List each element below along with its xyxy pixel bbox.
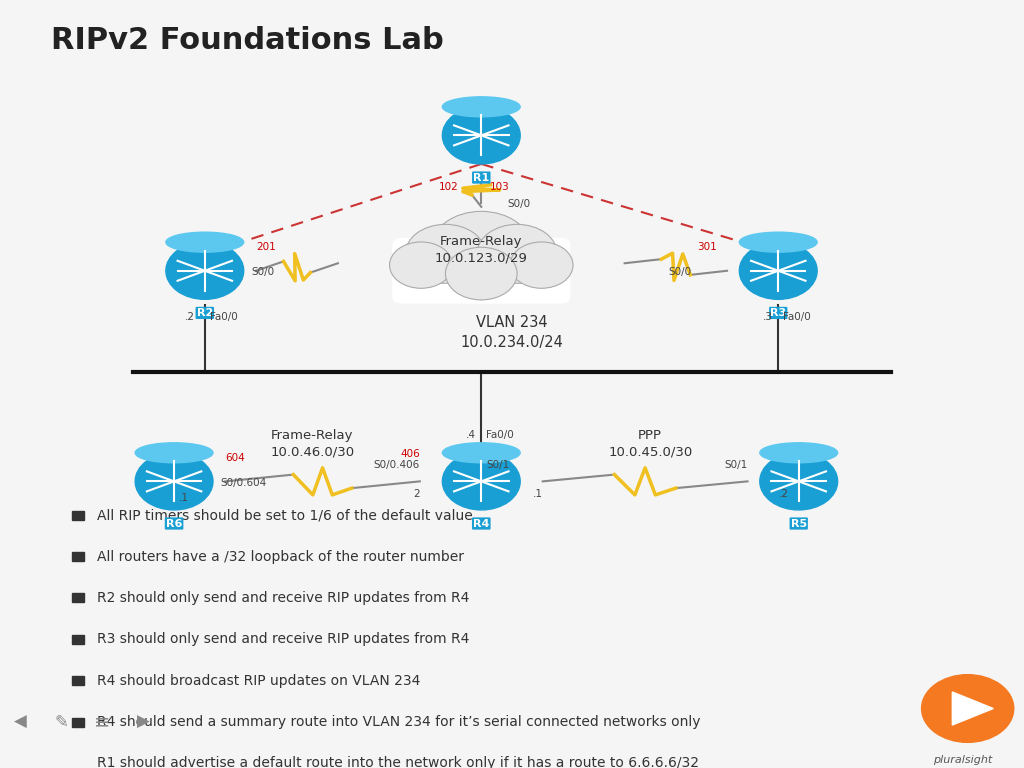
Text: All RIP timers should be set to 1/6 of the default value: All RIP timers should be set to 1/6 of t… xyxy=(97,508,473,522)
Bar xyxy=(72,594,84,602)
Ellipse shape xyxy=(442,97,520,117)
Text: S0/1: S0/1 xyxy=(486,460,510,470)
Text: R1: R1 xyxy=(473,173,489,183)
Text: S0/0: S0/0 xyxy=(251,267,274,277)
Bar xyxy=(72,717,84,727)
Circle shape xyxy=(135,453,213,510)
Text: S0/1: S0/1 xyxy=(724,460,748,470)
Text: .1: .1 xyxy=(532,489,543,499)
Text: Frame-Relay
10.0.46.0/30: Frame-Relay 10.0.46.0/30 xyxy=(270,429,354,458)
Text: ≡: ≡ xyxy=(94,713,111,732)
Text: All routers have a /32 loopback of the router number: All routers have a /32 loopback of the r… xyxy=(97,550,464,564)
Text: 201: 201 xyxy=(256,242,275,252)
Text: R3: R3 xyxy=(770,308,786,318)
Circle shape xyxy=(166,242,244,300)
Text: R2 should only send and receive RIP updates from R4: R2 should only send and receive RIP upda… xyxy=(97,591,470,605)
Circle shape xyxy=(445,247,517,300)
Text: Fa0/0: Fa0/0 xyxy=(210,312,238,322)
FancyBboxPatch shape xyxy=(392,238,570,303)
Text: ▶: ▶ xyxy=(137,713,150,731)
Text: Fa0/0: Fa0/0 xyxy=(783,312,811,322)
Text: Frame-Relay
10.0.123.0/29: Frame-Relay 10.0.123.0/29 xyxy=(435,235,527,265)
Circle shape xyxy=(431,211,531,285)
Circle shape xyxy=(739,242,817,300)
Text: ◀: ◀ xyxy=(14,713,27,731)
Text: .2: .2 xyxy=(184,312,195,322)
Text: .4: .4 xyxy=(466,430,476,440)
Text: S0/0.604: S0/0.604 xyxy=(220,478,266,488)
Bar xyxy=(72,676,84,685)
Text: R1 should advertise a default route into the network only if it has a route to 6: R1 should advertise a default route into… xyxy=(97,756,699,768)
Text: PPP
10.0.45.0/30: PPP 10.0.45.0/30 xyxy=(608,429,692,458)
Text: R4 should broadcast RIP updates on VLAN 234: R4 should broadcast RIP updates on VLAN … xyxy=(97,674,421,687)
Text: .1: .1 xyxy=(179,492,189,502)
Text: 102: 102 xyxy=(439,182,459,192)
Ellipse shape xyxy=(442,443,520,463)
Text: ✎: ✎ xyxy=(54,713,69,731)
Text: .2: .2 xyxy=(778,489,788,499)
Bar xyxy=(72,511,84,520)
Text: S0/0: S0/0 xyxy=(507,200,530,210)
Text: 301: 301 xyxy=(697,242,717,252)
Text: R5: R5 xyxy=(791,518,807,528)
Bar xyxy=(72,759,84,768)
Polygon shape xyxy=(952,692,993,725)
Circle shape xyxy=(442,107,520,164)
Text: R2: R2 xyxy=(197,308,213,318)
Circle shape xyxy=(442,453,520,510)
Text: pluralsight: pluralsight xyxy=(933,755,992,765)
Ellipse shape xyxy=(760,443,838,463)
Ellipse shape xyxy=(166,232,244,252)
Circle shape xyxy=(477,224,557,283)
Text: R4 should send a summary route into VLAN 234 for it’s serial connected networks : R4 should send a summary route into VLAN… xyxy=(97,715,700,729)
Text: R3 should only send and receive RIP updates from R4: R3 should only send and receive RIP upda… xyxy=(97,632,470,647)
Text: 604: 604 xyxy=(225,452,245,462)
Text: R6: R6 xyxy=(166,518,182,528)
Text: S0/0.406: S0/0.406 xyxy=(374,460,420,470)
Text: RIPv2 Foundations Lab: RIPv2 Foundations Lab xyxy=(51,26,444,55)
Ellipse shape xyxy=(739,232,817,252)
Text: .3: .3 xyxy=(763,312,773,322)
Text: 2: 2 xyxy=(414,489,420,499)
Circle shape xyxy=(922,674,1014,743)
Circle shape xyxy=(389,242,453,288)
Text: 406: 406 xyxy=(400,449,420,458)
Text: R4: R4 xyxy=(473,518,489,528)
Bar xyxy=(72,552,84,561)
Circle shape xyxy=(406,224,485,283)
Circle shape xyxy=(510,242,573,288)
Text: VLAN 234
10.0.234.0/24: VLAN 234 10.0.234.0/24 xyxy=(461,315,563,349)
Bar xyxy=(72,635,84,644)
Circle shape xyxy=(760,453,838,510)
Text: 103: 103 xyxy=(489,182,509,192)
Text: S0/0: S0/0 xyxy=(668,267,691,277)
Ellipse shape xyxy=(135,443,213,463)
Text: Fa0/0: Fa0/0 xyxy=(486,430,514,440)
